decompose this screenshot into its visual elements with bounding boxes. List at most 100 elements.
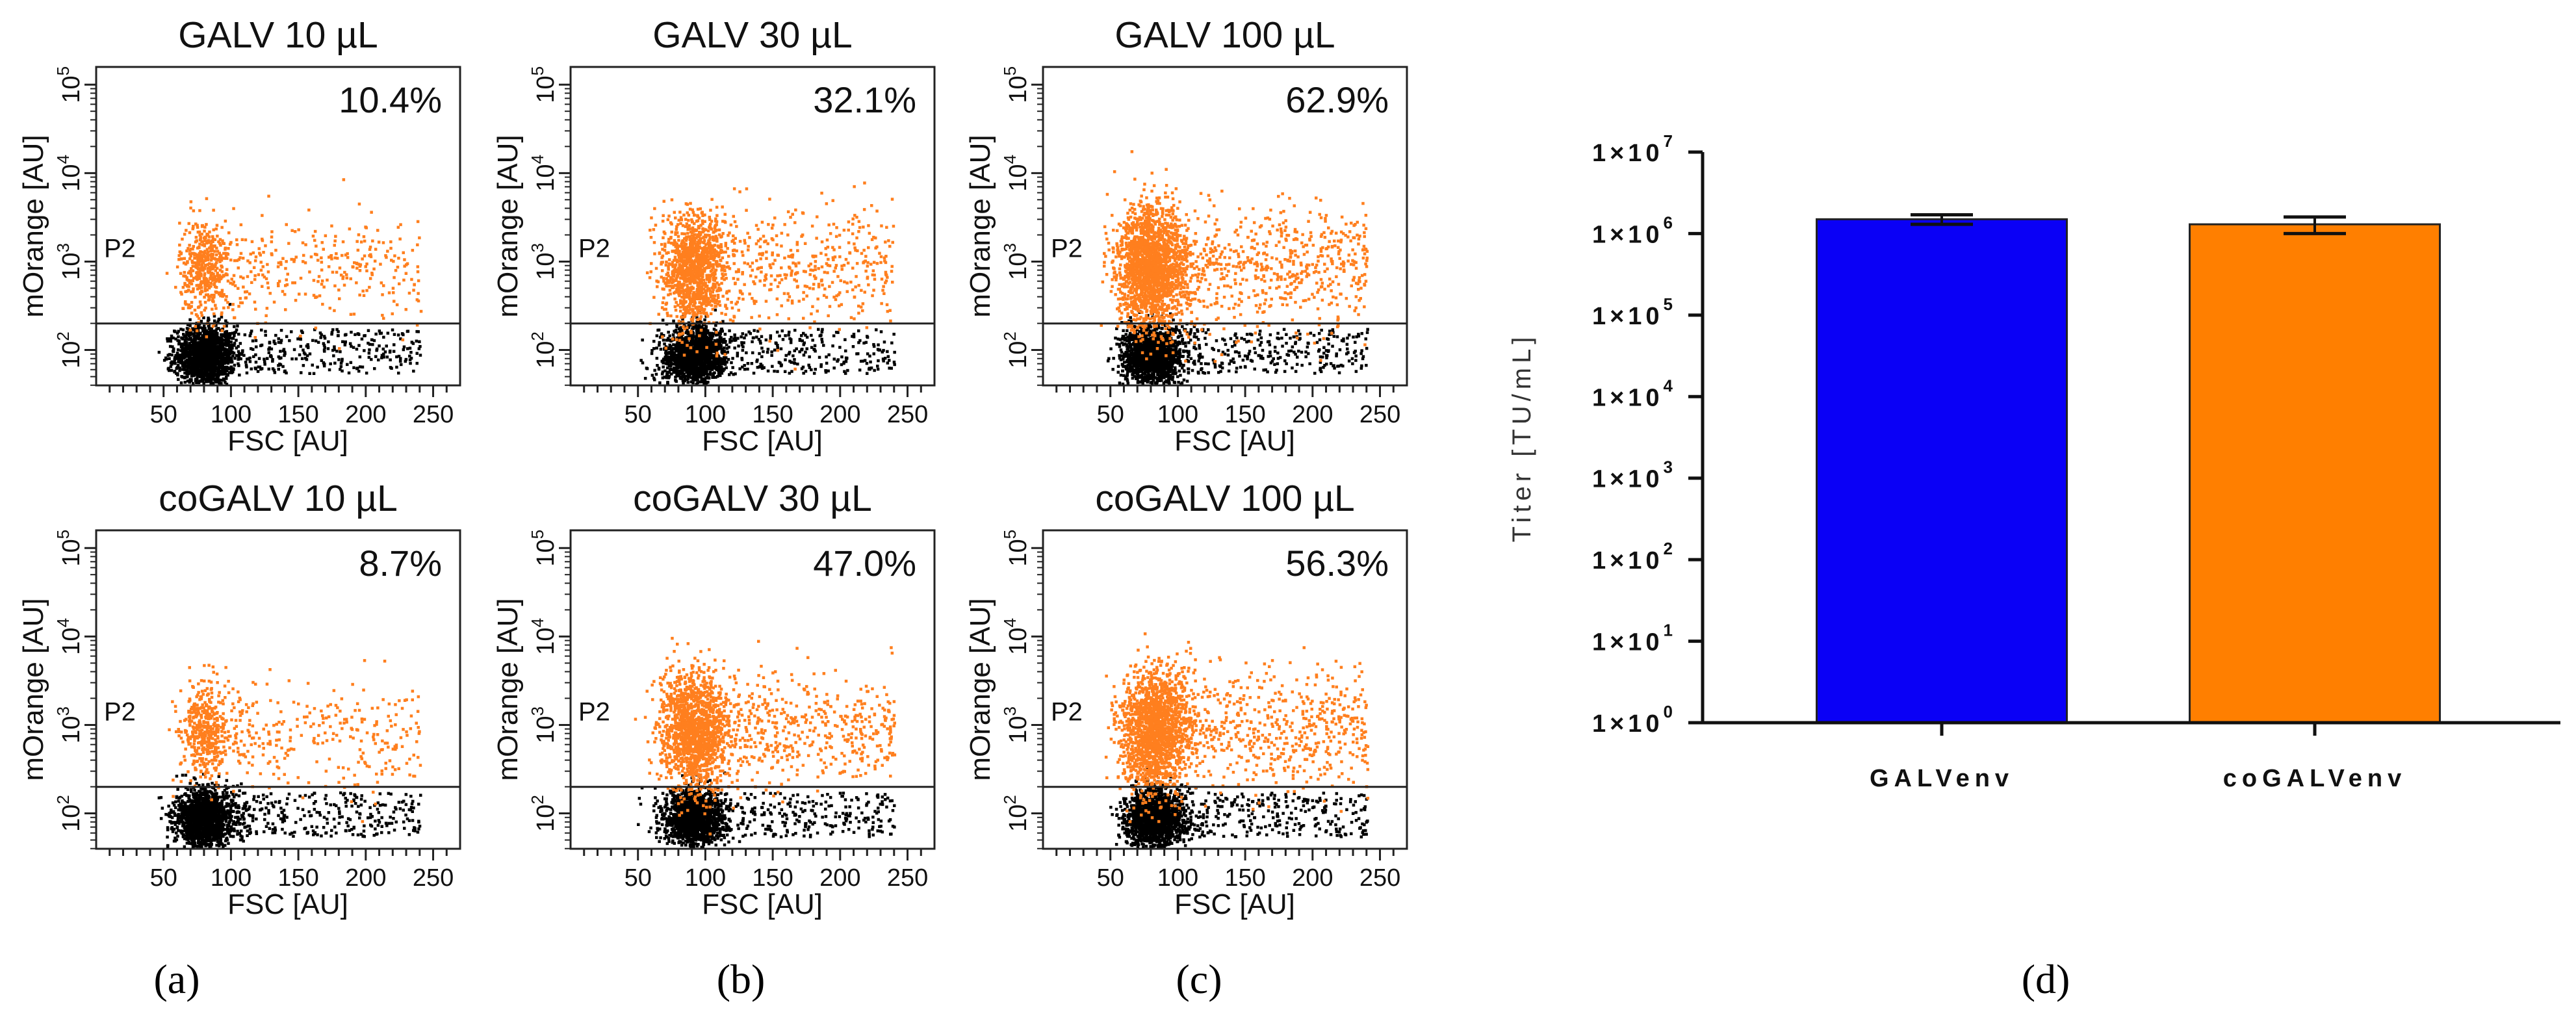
negative-event	[706, 338, 709, 341]
negative-event	[751, 351, 754, 355]
negative-event	[667, 374, 671, 378]
negative-event	[692, 374, 696, 377]
negative-event	[199, 360, 202, 364]
negative-event	[202, 381, 205, 385]
negative-event	[302, 364, 305, 367]
positive-event	[691, 240, 694, 243]
negative-event	[704, 330, 707, 333]
positive-event	[692, 311, 695, 315]
negative-event	[703, 378, 707, 381]
positive-event	[209, 285, 213, 288]
positive-event	[196, 315, 200, 318]
negative-event	[680, 347, 683, 350]
negative-event	[711, 341, 715, 344]
positive-event	[200, 264, 203, 267]
negative-event	[883, 357, 887, 360]
negative-event	[190, 350, 194, 353]
positive-event	[665, 277, 668, 280]
negative-event	[666, 370, 669, 374]
positive-event	[678, 211, 682, 214]
positive-event	[316, 259, 320, 262]
positive-event	[293, 281, 296, 285]
positive-event	[279, 261, 283, 264]
negative-event	[844, 338, 847, 341]
positive-event	[191, 227, 194, 231]
positive-event	[181, 307, 185, 310]
negative-event	[417, 330, 420, 333]
negative-event	[795, 347, 798, 350]
positive-event	[710, 299, 713, 303]
positive-event	[402, 278, 406, 282]
negative-event	[203, 377, 207, 381]
positive-event	[341, 275, 345, 279]
negative-event	[367, 341, 370, 345]
negative-event	[686, 339, 689, 342]
negative-event	[670, 350, 673, 353]
positive-event	[708, 224, 712, 227]
negative-event	[643, 376, 647, 380]
negative-event	[237, 350, 240, 354]
positive-event	[221, 294, 224, 298]
positive-event	[344, 253, 348, 257]
negative-event	[343, 343, 347, 346]
negative-event	[869, 366, 873, 370]
positive-event	[315, 253, 318, 257]
negative-event	[330, 332, 333, 336]
negative-event	[233, 325, 236, 328]
negative-event	[659, 348, 663, 351]
positive-event	[197, 263, 201, 266]
negative-event	[803, 341, 806, 344]
negative-event	[702, 346, 706, 350]
positive-event	[213, 283, 216, 287]
negative-event	[760, 364, 764, 368]
positive-event	[191, 269, 195, 272]
negative-event	[892, 333, 895, 336]
positive-event	[352, 265, 355, 269]
negative-event	[709, 350, 712, 354]
negative-event	[380, 354, 384, 357]
positive-event	[691, 308, 695, 311]
negative-event	[668, 343, 671, 347]
positive-event	[365, 269, 368, 272]
positive-event	[212, 278, 216, 282]
positive-event	[226, 279, 230, 283]
negative-event	[675, 354, 678, 357]
negative-event	[692, 349, 696, 352]
negative-event	[201, 374, 205, 378]
negative-event	[655, 334, 659, 337]
negative-event	[230, 344, 234, 348]
negative-event	[206, 319, 210, 323]
positive-event	[652, 240, 656, 244]
positive-event	[696, 207, 700, 211]
positive-event	[706, 264, 710, 267]
positive-event	[708, 233, 711, 237]
negative-event	[355, 367, 359, 370]
negative-event	[710, 331, 714, 335]
negative-event	[320, 359, 324, 362]
positive-event	[207, 253, 211, 257]
y-tick-label: 103	[53, 243, 85, 280]
negative-event	[209, 377, 213, 381]
negative-event	[675, 373, 678, 376]
negative-event	[183, 368, 187, 372]
x-tick-label: 150	[277, 401, 318, 428]
negative-event	[862, 341, 866, 345]
negative-event	[181, 356, 185, 360]
negative-event	[689, 350, 693, 354]
negative-event	[773, 369, 776, 373]
positive-event	[209, 242, 213, 246]
positive-event	[663, 232, 667, 235]
positive-event	[232, 280, 235, 284]
negative-event	[699, 351, 703, 355]
negative-event	[173, 358, 176, 361]
positive-event	[731, 319, 735, 323]
positive-event	[211, 324, 215, 328]
negative-event	[704, 361, 708, 365]
positive-event	[220, 313, 224, 317]
negative-event	[852, 335, 856, 339]
negative-event	[357, 344, 361, 347]
negative-event	[333, 348, 336, 352]
negative-event	[214, 355, 217, 359]
negative-event	[184, 361, 187, 365]
positive-event	[391, 287, 395, 290]
